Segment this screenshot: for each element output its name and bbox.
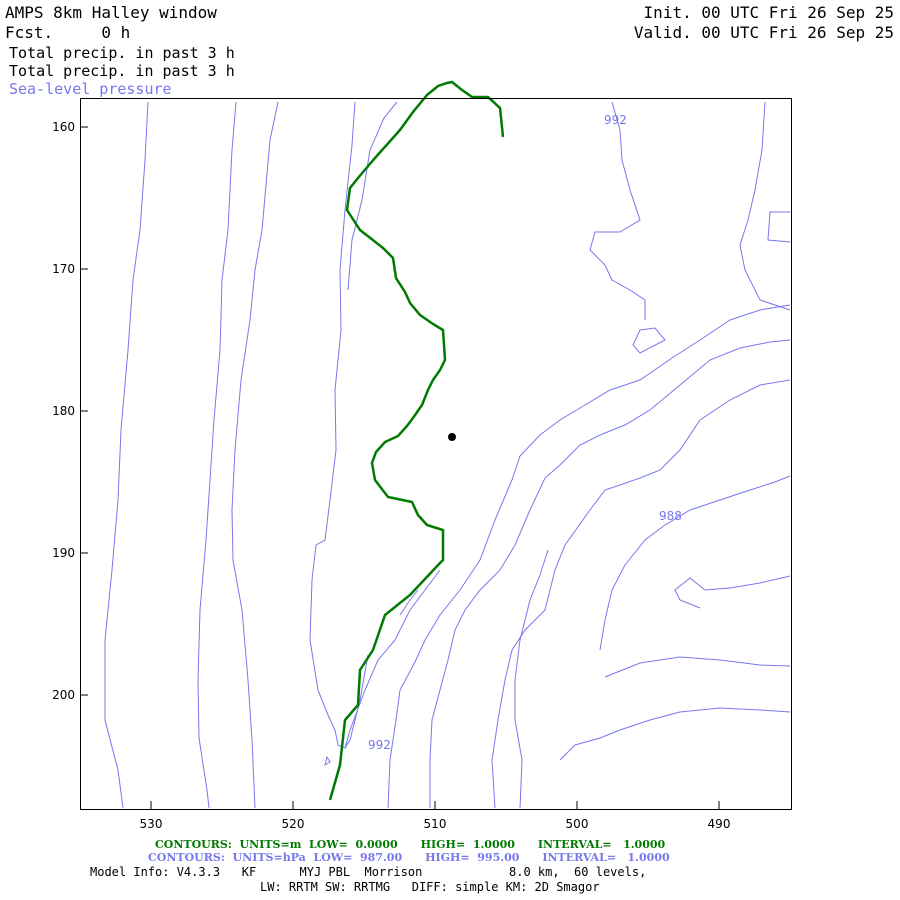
y-tick-label: 170 <box>52 262 75 276</box>
pressure-contour <box>429 339 791 808</box>
x-tick-labels: 530 520 510 500 490 <box>140 817 731 831</box>
y-tick-label: 160 <box>52 120 75 134</box>
pressure-contour <box>104 101 149 809</box>
pressure-contour <box>399 589 419 616</box>
pressure-contour-info: CONTOURS: UNITS=hPa LOW= 987.00 HIGH= 99… <box>148 851 670 864</box>
pressure-contour <box>491 379 791 809</box>
forecast-hour: Fcst. 0 h <box>5 23 131 42</box>
x-tick-label: 520 <box>282 817 305 831</box>
field-label-3: Sea-level pressure <box>9 80 172 98</box>
pressure-contour <box>347 101 398 291</box>
init-time: Init. 00 UTC Fri 26 Sep 25 <box>643 3 894 22</box>
pressure-contour <box>599 475 791 651</box>
field-label-2: Total precip. in past 3 h <box>9 62 235 80</box>
model-info: Model Info: V4.3.3 KF MYJ PBL Morrison 8… <box>90 865 647 879</box>
y-tick-label: 180 <box>52 404 75 418</box>
pressure-contour <box>559 707 791 761</box>
x-tick-label: 530 <box>140 817 163 831</box>
pressure-contour <box>197 101 237 809</box>
pressure-contour <box>674 575 791 609</box>
valid-time: Valid. 00 UTC Fri 26 Sep 25 <box>633 23 894 42</box>
y-tick-label: 200 <box>52 688 75 702</box>
pressure-contour <box>739 101 791 311</box>
contour-label: 988 <box>659 509 682 523</box>
field-label-1: Total precip. in past 3 h <box>9 44 235 62</box>
x-tick-label: 500 <box>566 817 589 831</box>
contour-label: 992 <box>604 113 627 127</box>
pressure-contour <box>231 101 279 809</box>
pressure-contours <box>104 101 791 809</box>
x-tick-label: 490 <box>708 817 731 831</box>
pressure-contour <box>309 101 369 749</box>
pressure-contour <box>324 755 331 767</box>
pressure-contour <box>767 211 791 243</box>
plot-frame <box>80 98 792 810</box>
pressure-contour <box>604 656 791 678</box>
x-ticks <box>150 801 720 809</box>
y-tick-labels: 160 170 180 190 200 <box>52 120 75 702</box>
y-ticks <box>80 126 88 696</box>
pressure-contour <box>514 549 549 809</box>
pressure-contour <box>344 569 441 749</box>
pressure-contour <box>589 101 646 320</box>
contour-label: 992 <box>368 738 391 752</box>
station-marker <box>448 433 456 441</box>
pressure-contour <box>387 304 791 809</box>
precip-contour-info: CONTOURS: UNITS=m LOW= 0.0000 HIGH= 1.00… <box>155 838 666 851</box>
pressure-contour <box>632 327 666 354</box>
map-title: AMPS 8km Halley window <box>5 3 217 22</box>
physics-info: LW: RRTM SW: RRTMG DIFF: simple KM: 2D S… <box>260 880 600 894</box>
precip-contour <box>328 80 505 801</box>
x-tick-label: 510 <box>424 817 447 831</box>
y-tick-label: 190 <box>52 546 75 560</box>
